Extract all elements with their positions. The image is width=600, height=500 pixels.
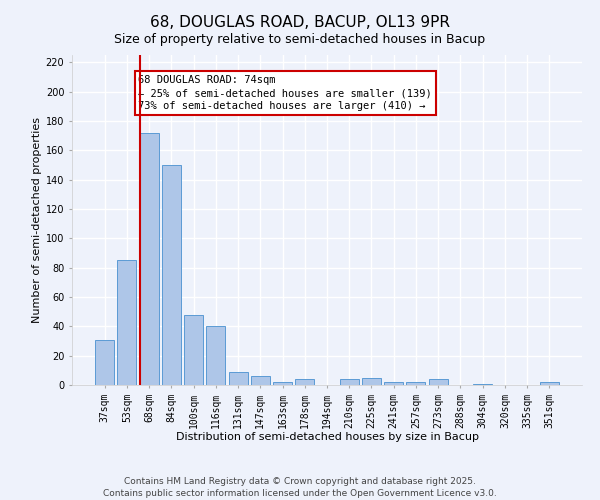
Bar — [118, 260, 136, 385]
Bar — [473, 384, 492, 385]
Bar — [206, 326, 225, 385]
Bar — [406, 382, 425, 385]
Bar — [540, 382, 559, 385]
Bar — [162, 165, 181, 385]
Bar — [229, 372, 248, 385]
Bar — [429, 379, 448, 385]
Bar — [295, 379, 314, 385]
Y-axis label: Number of semi-detached properties: Number of semi-detached properties — [32, 117, 41, 323]
Text: Contains HM Land Registry data © Crown copyright and database right 2025.
Contai: Contains HM Land Registry data © Crown c… — [103, 476, 497, 498]
X-axis label: Distribution of semi-detached houses by size in Bacup: Distribution of semi-detached houses by … — [176, 432, 479, 442]
Bar — [140, 132, 158, 385]
Bar — [251, 376, 270, 385]
Text: 68, DOUGLAS ROAD, BACUP, OL13 9PR: 68, DOUGLAS ROAD, BACUP, OL13 9PR — [150, 15, 450, 30]
Bar — [340, 379, 359, 385]
Text: 68 DOUGLAS ROAD: 74sqm
← 25% of semi-detached houses are smaller (139)
73% of se: 68 DOUGLAS ROAD: 74sqm ← 25% of semi-det… — [139, 75, 432, 111]
Bar — [184, 314, 203, 385]
Bar — [273, 382, 292, 385]
Text: Size of property relative to semi-detached houses in Bacup: Size of property relative to semi-detach… — [115, 32, 485, 46]
Bar — [95, 340, 114, 385]
Bar — [384, 382, 403, 385]
Bar — [362, 378, 381, 385]
